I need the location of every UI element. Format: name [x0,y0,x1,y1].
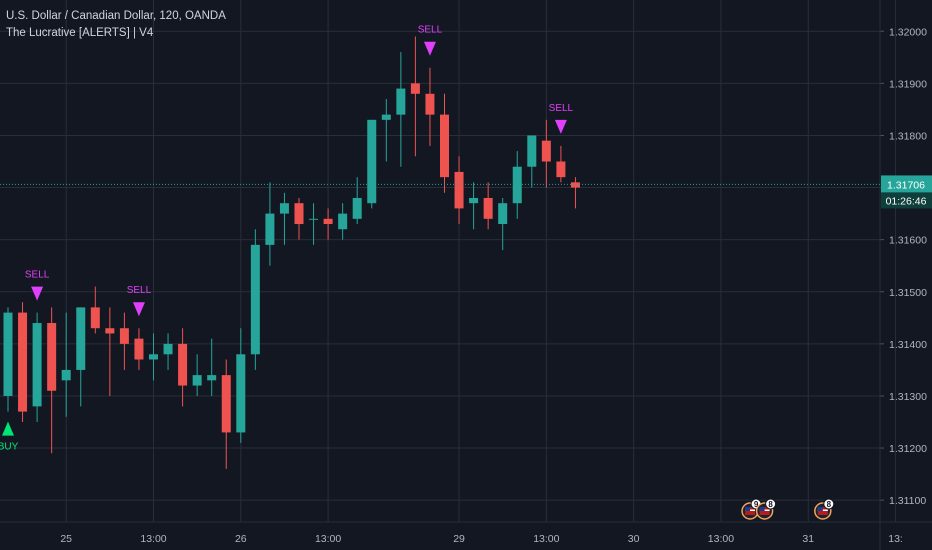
candle-down[interactable] [410,83,420,94]
candle-down[interactable] [134,338,144,360]
candle-up[interactable] [265,213,275,245]
candle-up[interactable] [367,119,377,204]
x-tick-label: 13: [888,533,903,545]
last-price-tag [881,175,932,193]
candle-up[interactable] [512,166,522,204]
sell-signal-label: SELL [25,270,50,281]
flag-canton [817,507,823,511]
candle-up[interactable] [396,88,406,115]
candle-down[interactable] [119,328,129,344]
candle-up[interactable] [76,307,86,370]
y-tick-label: 1.31800 [889,130,927,142]
candle-down[interactable] [454,171,464,209]
candle-down[interactable] [178,343,188,386]
candle-down[interactable] [425,93,435,115]
x-tick-label: 29 [453,533,465,545]
x-tick-label: 25 [60,533,72,545]
candle-up[interactable] [149,354,158,360]
y-tick-label: 1.31300 [889,391,927,403]
sell-signal-label: SELL [127,285,152,296]
event-count: 9 [754,500,759,509]
candle-down[interactable] [294,203,304,225]
y-tick-label: 1.31100 [889,495,926,507]
sell-arrow-icon [423,41,436,56]
candle-up[interactable] [498,203,508,225]
sell-arrow-icon [554,119,567,134]
x-tick-label: 13:00 [315,533,341,545]
last-price-label: 1.31706 [887,179,925,191]
candle-up[interactable] [279,203,289,214]
x-tick-label: 13:00 [140,533,166,545]
y-tick-label: 1.31500 [889,287,927,299]
x-tick-label: 30 [628,533,640,545]
x-tick-label: 31 [802,533,814,545]
candle-up[interactable] [338,213,348,230]
x-tick-label: 13:00 [708,533,734,545]
candle-down[interactable] [483,197,493,219]
candle-down[interactable] [556,161,566,178]
y-tick-label: 1.31600 [889,235,927,247]
candle-down[interactable] [105,328,115,334]
candle-down[interactable] [570,182,580,188]
candle-up[interactable] [250,244,260,355]
candle-up[interactable] [192,375,202,386]
event-count-badge [823,498,835,510]
event-count-badge [765,498,777,510]
sell-arrow-icon [132,302,145,317]
y-tick-label: 1.32000 [889,26,927,38]
flag-canton [745,507,751,511]
flag-canton [759,507,765,511]
candle-down[interactable] [323,218,333,225]
candle-up[interactable] [236,354,246,433]
countdown-tag [881,192,932,209]
x-tick-label: 13:00 [533,533,559,545]
candle-down[interactable] [541,140,551,162]
candle-up[interactable] [309,218,319,220]
buy-arrow-icon [2,421,14,436]
y-tick-label: 1.31400 [889,339,927,351]
chart-legend: U.S. Dollar / Canadian Dollar, 120, OAND… [6,8,226,42]
candle-up[interactable] [352,197,362,219]
candle-up[interactable] [32,323,42,407]
candle-down[interactable] [90,307,100,329]
y-tick-label: 1.31900 [889,78,927,90]
candle-up[interactable] [469,197,479,204]
candle-down[interactable] [440,114,449,178]
candle-up[interactable] [207,375,217,381]
event-count: 8 [768,500,773,509]
y-tick-label: 1.31200 [889,443,927,455]
event-count: 8 [827,500,832,509]
candle-down[interactable] [47,323,57,391]
candle-up[interactable] [163,343,173,355]
sell-signal-label: SELL [418,25,443,36]
indicator-title[interactable]: The Lucrative [ALERTS] | V4 [6,27,154,39]
sell-signal-label: SELL [549,103,574,114]
buy-signal-label: BUY [0,442,19,453]
symbol-title[interactable]: U.S. Dollar / Canadian Dollar, 120, OAND… [6,10,226,22]
candle-up[interactable] [381,114,391,120]
candle-up[interactable] [527,135,537,167]
countdown-label: 01:26:46 [886,195,927,207]
x-tick-label: 26 [235,533,247,545]
candle-up[interactable] [61,369,71,381]
candle-up[interactable] [3,312,13,396]
candle-down[interactable] [18,312,28,412]
candle-down[interactable] [221,375,231,433]
sell-arrow-icon [31,286,44,301]
